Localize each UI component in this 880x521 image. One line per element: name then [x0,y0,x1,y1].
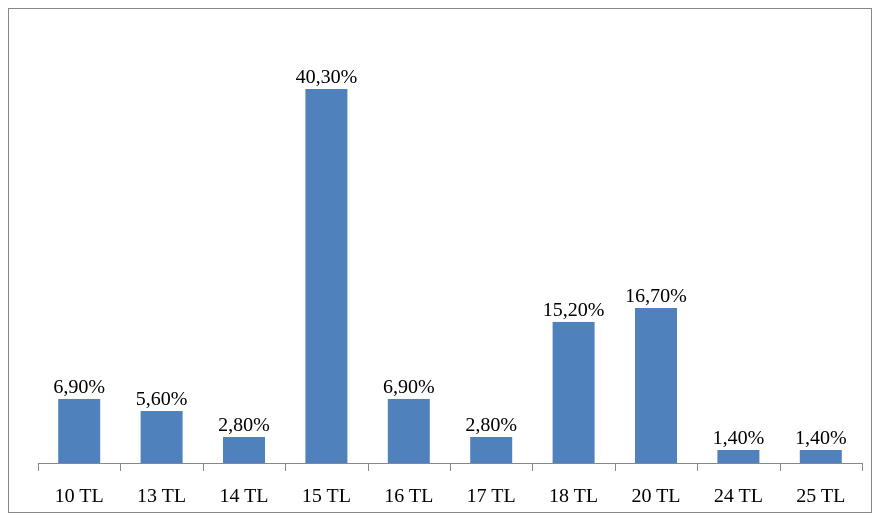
bar [305,89,348,464]
bar [58,398,101,463]
data-label: 6,90% [383,376,435,398]
bar [552,321,595,463]
data-label: 1,40% [713,427,765,449]
x-tick-label: 17 TL [467,485,516,507]
bar [799,450,842,463]
x-tick-label: 10 TL [55,485,104,507]
bar [140,411,183,463]
x-tick-label: 16 TL [384,485,433,507]
bar [387,398,430,463]
x-tick-label: 15 TL [302,485,351,507]
x-tick-label: 14 TL [219,485,268,507]
data-label: 15,20% [543,299,605,321]
data-label: 16,70% [625,285,687,307]
data-label: 6,90% [53,376,105,398]
bar [717,450,760,463]
data-label: 5,60% [136,388,188,410]
x-tick-label: 20 TL [631,485,680,507]
x-tick-label: 24 TL [714,485,763,507]
bar [635,308,677,463]
data-label: 40,30% [296,66,358,88]
data-label: 2,80% [465,414,517,436]
x-tick-label: 18 TL [549,485,598,507]
x-tick-label: 25 TL [796,485,845,507]
bar [470,437,513,463]
x-tick-label: 13 TL [137,485,186,507]
data-label: 2,80% [218,414,270,436]
data-label: 1,40% [795,427,847,449]
bar [223,437,265,463]
